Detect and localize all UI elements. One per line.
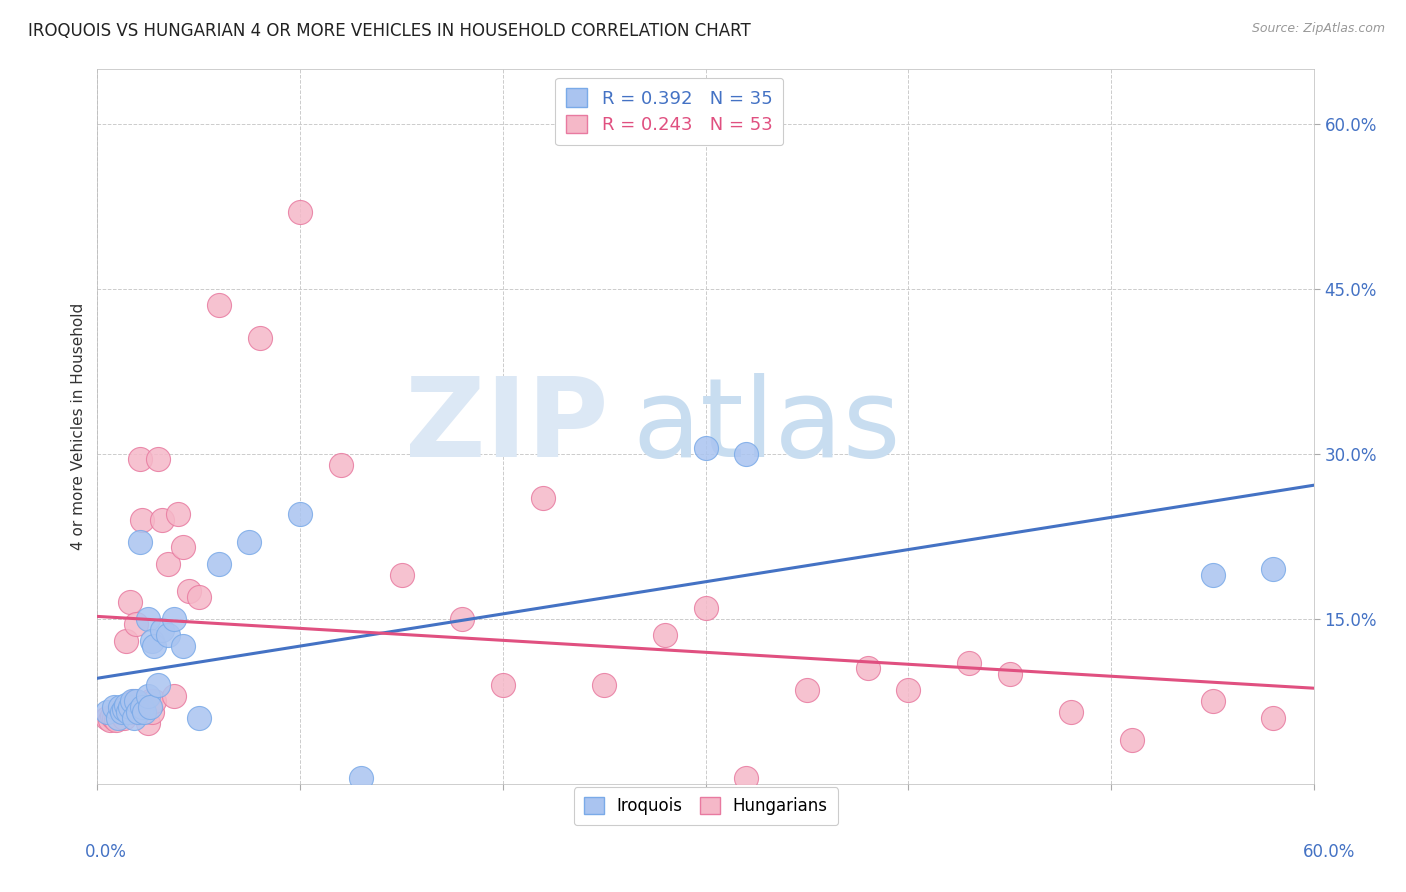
- Y-axis label: 4 or more Vehicles in Household: 4 or more Vehicles in Household: [72, 302, 86, 549]
- Point: [108, 699, 131, 714]
- Point: [492, 678, 515, 692]
- Point: [167, 507, 190, 521]
- Point: [108, 705, 131, 719]
- Point: [177, 584, 200, 599]
- Point: [163, 689, 186, 703]
- Point: [114, 633, 136, 648]
- Point: [132, 699, 155, 714]
- Point: [391, 567, 413, 582]
- Point: [150, 623, 173, 637]
- Point: [163, 612, 186, 626]
- Point: [103, 699, 125, 714]
- Point: [118, 699, 141, 714]
- Point: [98, 713, 121, 727]
- Point: [172, 540, 194, 554]
- Point: [104, 713, 127, 727]
- Point: [103, 711, 125, 725]
- Point: [117, 699, 139, 714]
- Point: [1201, 694, 1223, 708]
- Point: [350, 771, 373, 785]
- Point: [695, 600, 717, 615]
- Point: [127, 705, 149, 719]
- Point: [136, 716, 159, 731]
- Text: ZIP: ZIP: [405, 373, 609, 480]
- Point: [117, 705, 139, 719]
- Point: [122, 694, 145, 708]
- Point: [249, 331, 271, 345]
- Point: [135, 705, 157, 719]
- Point: [136, 612, 159, 626]
- Point: [114, 698, 136, 712]
- Point: [1060, 705, 1083, 719]
- Point: [107, 711, 129, 725]
- Point: [856, 661, 879, 675]
- Point: [136, 689, 159, 703]
- Point: [148, 452, 170, 467]
- Point: [1201, 567, 1223, 582]
- Point: [141, 633, 163, 648]
- Point: [112, 702, 135, 716]
- Point: [150, 513, 173, 527]
- Text: 60.0%: 60.0%: [1302, 843, 1355, 861]
- Point: [157, 557, 180, 571]
- Point: [1121, 732, 1143, 747]
- Point: [533, 491, 555, 505]
- Point: [96, 705, 118, 719]
- Point: [654, 628, 676, 642]
- Point: [118, 595, 141, 609]
- Point: [288, 507, 311, 521]
- Point: [121, 694, 143, 708]
- Point: [288, 204, 311, 219]
- Point: [208, 557, 231, 571]
- Point: [238, 534, 260, 549]
- Point: [111, 705, 134, 719]
- Point: [100, 708, 122, 723]
- Point: [187, 711, 209, 725]
- Text: 0.0%: 0.0%: [84, 843, 127, 861]
- Point: [1263, 711, 1285, 725]
- Point: [897, 683, 920, 698]
- Point: [111, 705, 134, 719]
- Text: IROQUOIS VS HUNGARIAN 4 OR MORE VEHICLES IN HOUSEHOLD CORRELATION CHART: IROQUOIS VS HUNGARIAN 4 OR MORE VEHICLES…: [28, 22, 751, 40]
- Point: [143, 694, 166, 708]
- Point: [139, 694, 162, 708]
- Point: [131, 513, 153, 527]
- Point: [208, 298, 231, 312]
- Point: [139, 699, 162, 714]
- Point: [157, 628, 180, 642]
- Point: [141, 705, 163, 719]
- Point: [127, 699, 149, 714]
- Point: [131, 699, 153, 714]
- Point: [132, 705, 155, 719]
- Point: [329, 458, 352, 472]
- Point: [172, 639, 194, 653]
- Text: Source: ZipAtlas.com: Source: ZipAtlas.com: [1251, 22, 1385, 36]
- Point: [125, 694, 148, 708]
- Point: [96, 711, 118, 725]
- Point: [122, 711, 145, 725]
- Point: [143, 639, 166, 653]
- Point: [112, 711, 135, 725]
- Point: [1263, 562, 1285, 576]
- Point: [957, 656, 980, 670]
- Point: [107, 705, 129, 719]
- Point: [998, 666, 1021, 681]
- Point: [796, 683, 818, 698]
- Point: [121, 705, 143, 719]
- Point: [187, 590, 209, 604]
- Point: [129, 452, 152, 467]
- Point: [593, 678, 616, 692]
- Point: [695, 441, 717, 455]
- Point: [148, 678, 170, 692]
- Point: [125, 617, 148, 632]
- Point: [735, 447, 758, 461]
- Point: [735, 771, 758, 785]
- Point: [451, 612, 474, 626]
- Text: atlas: atlas: [633, 373, 901, 480]
- Legend: Iroquois, Hungarians: Iroquois, Hungarians: [574, 788, 838, 825]
- Point: [129, 534, 152, 549]
